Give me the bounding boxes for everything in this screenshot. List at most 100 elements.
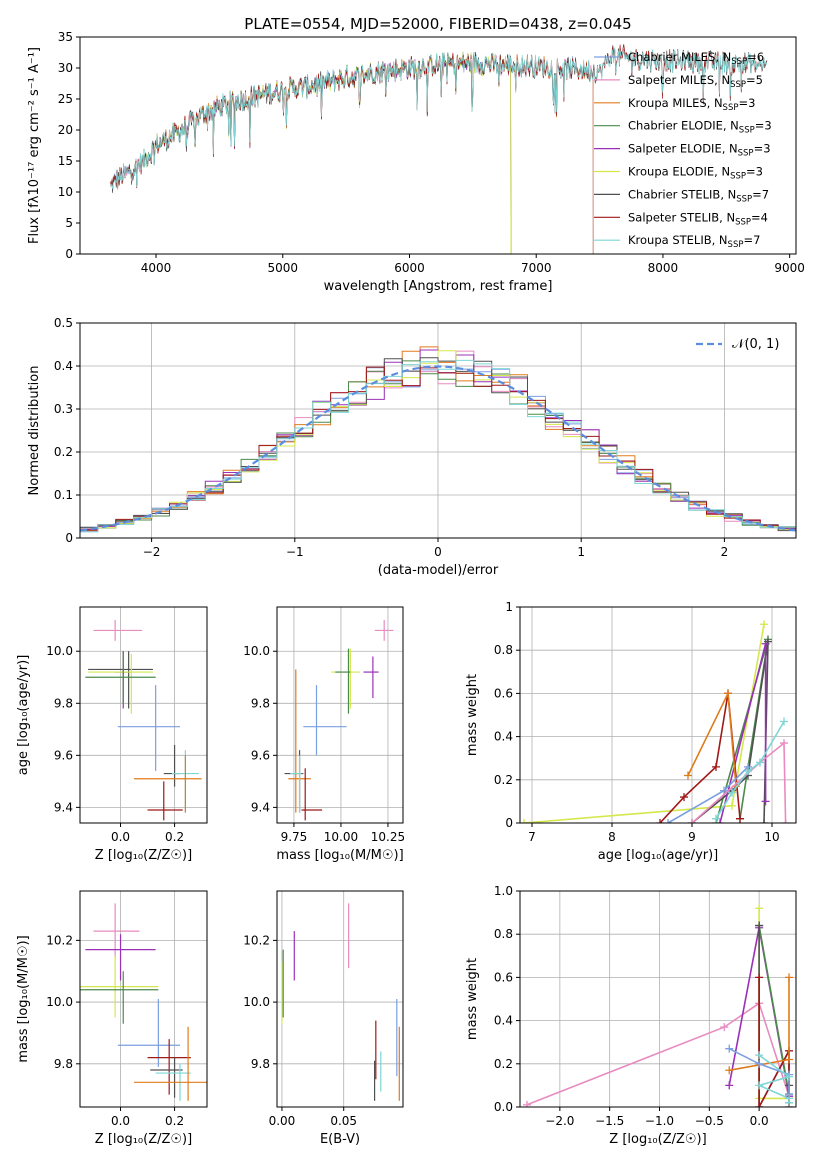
- series-marker: [712, 814, 720, 823]
- y-tick-label: 1.0: [494, 884, 513, 898]
- x-tick-label: 0: [434, 545, 442, 559]
- legend-subscript: SSP: [731, 57, 747, 67]
- y-tick-label: 15: [58, 154, 73, 168]
- series-marker: [755, 1081, 764, 1090]
- legend-value: =3: [754, 142, 771, 156]
- series-marker: [755, 1103, 764, 1107]
- series-marker: [716, 819, 724, 823]
- plot-area: [520, 620, 790, 823]
- y-axis-label: Normed distribution: [27, 366, 42, 496]
- x-tick-label: 0.2: [165, 1114, 184, 1128]
- errorbar-chabrier-elodie: [85, 651, 156, 704]
- y-tick-label: 0.2: [494, 773, 513, 787]
- series-marker: [785, 1072, 794, 1081]
- y-axis-label: mass weight: [465, 958, 480, 1040]
- errorbar-kroupa-elodie: [88, 653, 153, 714]
- y-tick-label: 0.0: [494, 1100, 513, 1114]
- series-marker: [522, 1100, 531, 1107]
- series-marker: [725, 1081, 734, 1090]
- plot-area: [80, 346, 796, 533]
- series-marker: [760, 620, 768, 629]
- series-marker: [755, 973, 764, 982]
- y-tick-label: 9.8: [54, 696, 73, 710]
- panel-mass-vs-ebv: 0.00 0.05 9.8 10.0 10.2 E(B-V): [243, 890, 404, 1147]
- x-tick-label: 8000: [648, 261, 679, 275]
- panel-mass-vs-Z: 0.0 0.2 9.8 10.0 10.2 Z [log₁₀(Z/Z☉)] mass [lo…: [16, 890, 208, 1147]
- x-tick-label: 0.0: [111, 1114, 130, 1128]
- x-tick-label: 0.00: [269, 1114, 296, 1128]
- legend-subscript: SSP: [723, 103, 739, 113]
- x-axis-label: Z [log₁₀(Z/Z☉)]: [95, 1132, 192, 1147]
- y-tick-label: 0.2: [54, 445, 73, 459]
- y-tick-label: 0.2: [494, 1057, 513, 1071]
- y-tick-label: 0.3: [54, 402, 73, 416]
- x-tick-label: 9000: [774, 261, 805, 275]
- x-axis-label: E(B-V): [320, 1132, 360, 1147]
- legend-subscript: SSP: [728, 240, 744, 250]
- legend-value: =5: [746, 73, 763, 87]
- legend-entry-kroupa-stelib: Kroupa STELIB, NSSP=7: [594, 233, 760, 250]
- series-chabrier-miles: [664, 762, 752, 823]
- x-tick-label: −0.5: [695, 1114, 724, 1128]
- legend-entry-chabrier-miles: Chabrier MILES, NSSP=6: [594, 50, 764, 67]
- y-tick-label: 10.0: [243, 644, 270, 658]
- series-marker: [712, 762, 720, 771]
- errorbar-chabrier-miles: [117, 685, 180, 771]
- panel-spectrum: 4000 5000 6000 7000 8000 9000 0 5 10 15 20 25 30 35 wa…: [27, 30, 805, 294]
- series-marker: [756, 758, 764, 767]
- x-tick-label: 8: [608, 830, 616, 844]
- y-tick-label: 0.4: [494, 730, 513, 744]
- x-axis-label: (data-model)/error: [378, 563, 499, 578]
- legend-entry-salpeter-elodie: Salpeter ELODIE, NSSP=3: [594, 142, 771, 159]
- errorbar-kroupa-stelib: [290, 755, 302, 813]
- legend-subscript: SSP: [730, 172, 746, 182]
- plot-area: [522, 904, 794, 1107]
- plot-area: [85, 620, 202, 821]
- series-kroupa-miles: [725, 973, 794, 1075]
- errorbar-kroupa-miles: [134, 1026, 207, 1101]
- series-marker: [755, 921, 764, 930]
- y-tick-label: 0: [65, 247, 73, 261]
- series-marker: [785, 1055, 794, 1064]
- legend-label: 𝒩(0, 1): [732, 337, 779, 352]
- y-tick-label: 10.0: [46, 644, 73, 658]
- plot-area: [80, 903, 207, 1101]
- x-axis-label: Z [log₁₀(Z/Z☉)]: [95, 848, 192, 863]
- axes-frame: [79, 890, 208, 1108]
- errorbar-salpeter-elodie: [363, 656, 379, 699]
- y-tick-label: 9.6: [54, 748, 73, 762]
- legend-entry-salpeter-stelib: Salpeter STELIB, NSSP=4: [594, 210, 768, 227]
- x-axis-label: Z [log₁₀(Z/Z☉)]: [609, 1132, 706, 1147]
- errorbar-salpeter-stelib: [147, 1039, 191, 1095]
- legend-value: =4: [751, 210, 768, 224]
- series-marker: [724, 689, 732, 698]
- y-axis-label: mass weight: [465, 674, 480, 756]
- y-tick-label: 0.4: [54, 359, 73, 373]
- legend-value: =3: [746, 165, 763, 179]
- y-tick-label: 5: [65, 216, 73, 230]
- y-axis-label: age [log₁₀(age/yr)]: [16, 655, 31, 776]
- series-marker: [785, 1098, 794, 1107]
- x-tick-label: 7000: [521, 261, 552, 275]
- x-tick-label: 10: [764, 830, 779, 844]
- y-tick-label: 0.4: [494, 1014, 513, 1028]
- x-tick-label: 2: [721, 545, 729, 559]
- legend-label: Chabrier MILES, NSSP=6: [628, 50, 764, 67]
- y-tick-label: 30: [58, 61, 73, 75]
- x-tick-label: 7: [528, 830, 536, 844]
- errorbar-chabrier-stelib: [150, 1057, 183, 1098]
- x-tick-label: 9.75: [281, 830, 308, 844]
- series-marker: [728, 801, 736, 810]
- legend-label: Salpeter MILES, NSSP=5: [628, 73, 763, 90]
- series-marker: [761, 639, 770, 648]
- series-marker: [761, 797, 770, 806]
- errorbar-salpeter-elodie: [85, 934, 156, 981]
- legend-subscript: SSP: [738, 149, 754, 159]
- axes-frame: [79, 36, 797, 255]
- series-marker: [744, 767, 752, 776]
- y-tick-label: 0: [65, 531, 73, 545]
- errorbar-salpeter-miles: [93, 620, 143, 641]
- x-tick-label: 5000: [267, 261, 298, 275]
- axes-frame: [519, 890, 797, 1108]
- series-kroupa-elodie: [520, 620, 768, 823]
